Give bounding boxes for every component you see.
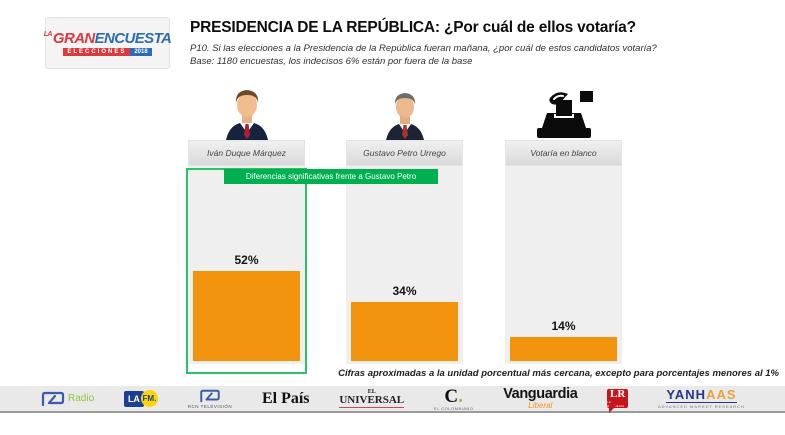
brand-elecciones: ELECCIONES <box>63 47 131 56</box>
rcn-radio-logo: Radio <box>40 391 94 407</box>
lr-text: LR <box>610 387 626 400</box>
el-colombiano-dot: . <box>458 385 463 407</box>
candidate-photo-duque <box>188 86 305 140</box>
survey-base-note: Base: 1180 encuestas, los indecisos 6% e… <box>190 56 473 67</box>
yanhaas-part1: YANH <box>666 387 707 402</box>
candidate-column-duque: Iván Duque Márquez 52% <box>188 86 305 364</box>
el-colombiano-letter: C <box>444 385 459 407</box>
brand-wordmark: LAGRANENCUESTA <box>44 31 172 46</box>
brand-year: 2018 <box>130 47 152 56</box>
candidate-name: Votaría en blanco <box>530 148 597 158</box>
rcn-radio-label: Radio <box>68 393 95 404</box>
rcn-tv-logo: RCN TELEVISIÓN <box>188 389 232 409</box>
candidate-column-petro: Gustavo Petro Urrego 34% <box>346 86 463 364</box>
candidate-photo-petro <box>346 86 463 140</box>
la-fm-logo: LA FM. <box>123 390 158 407</box>
yanhaas-part2: AAS <box>706 387 737 402</box>
bar-stack: 34% <box>350 284 459 361</box>
bar-track: 14% <box>505 166 622 364</box>
vanguardia-logo: Vanguardia Liberal <box>503 386 578 410</box>
yanhaas-caption: ADVANCED MARKET RESEARCH <box>657 404 745 409</box>
vote-bar-petro <box>350 302 459 361</box>
el-universal-name: UNIVERSAL <box>339 394 405 408</box>
rcn-ribbon-icon <box>200 389 220 402</box>
petro-portrait-icon <box>385 93 424 140</box>
la-fm-la-badge: LA <box>123 390 144 407</box>
footnote: Cifras aproximadas a la unidad porcentua… <box>338 368 779 379</box>
bar-track: 52% <box>188 166 305 364</box>
candidate-name: Iván Duque Márquez <box>207 148 286 158</box>
el-universal-logo: EL UNIVERSAL <box>339 389 405 408</box>
el-pais-logo: El País <box>261 389 310 407</box>
brand-elections-band: ELECCIONES 2018 <box>63 47 152 56</box>
significance-highlight-box <box>186 168 307 374</box>
candidate-name-bar: Iván Duque Márquez <box>188 140 305 166</box>
significance-label: Diferencias significativas frente a Gust… <box>224 169 438 184</box>
candidate-name-bar: Votaría en blanco <box>505 140 622 166</box>
lr-caption: LA REPÚBLICA <box>607 399 625 408</box>
brand-la: LA <box>43 30 53 38</box>
bar-stack: 52% <box>192 253 301 361</box>
bar-value-label: 52% <box>234 253 259 267</box>
survey-question: P10. Si las elecciones a la Presidencia … <box>190 43 657 54</box>
bar-stack: 14% <box>509 319 618 361</box>
bar-value-label: 14% <box>551 319 576 333</box>
la-fm-fm-badge: FM. <box>140 390 158 407</box>
vanguardia-name: Vanguardia <box>503 386 578 403</box>
bar-track: 34% <box>346 166 463 364</box>
el-colombiano-logo: C. EL COLOMBIANO <box>434 387 473 411</box>
vanguardia-liberal: Liberal <box>528 400 553 410</box>
page-title: PRESIDENCIA DE LA REPÚBLICA: ¿Por cuál d… <box>190 19 636 36</box>
rcn-tv-caption: RCN TELEVISIÓN <box>187 403 233 409</box>
yanhaas-logo: YANHAAS ADVANCED MARKET RESEARCH <box>658 388 745 409</box>
blank-vote-pictogram <box>505 86 622 140</box>
brand-encuesta: ENCUESTA <box>94 29 172 47</box>
candidate-name: Gustavo Petro Urrego <box>363 148 446 158</box>
media-logo-strip: Radio LA FM. RCN TELEVISIÓN El País EL U… <box>0 386 785 413</box>
rcn-ribbon-icon <box>41 391 65 406</box>
vote-bar-duque <box>192 271 301 361</box>
blank-vote-column: Votaría en blanco 14% <box>505 86 622 364</box>
candidate-name-bar: Gustavo Petro Urrego <box>346 140 463 166</box>
duque-portrait-icon <box>225 90 268 140</box>
la-republica-logo: LR LA REPÚBLICA <box>607 387 629 413</box>
yanhaas-name: YANHAAS <box>666 387 737 403</box>
ballot-box-icon <box>536 91 593 138</box>
el-colombiano-c: C. <box>444 387 462 406</box>
gran-encuesta-logo: LAGRANENCUESTA ELECCIONES 2018 <box>44 17 172 69</box>
brand-gran: GRAN <box>52 29 95 47</box>
el-universal-el: EL <box>367 389 376 395</box>
vote-bar-blank <box>509 337 618 361</box>
lr-badge: LR LA REPÚBLICA <box>607 387 629 413</box>
el-colombiano-caption: EL COLOMBIANO <box>433 405 474 411</box>
bar-value-label: 34% <box>392 284 417 298</box>
